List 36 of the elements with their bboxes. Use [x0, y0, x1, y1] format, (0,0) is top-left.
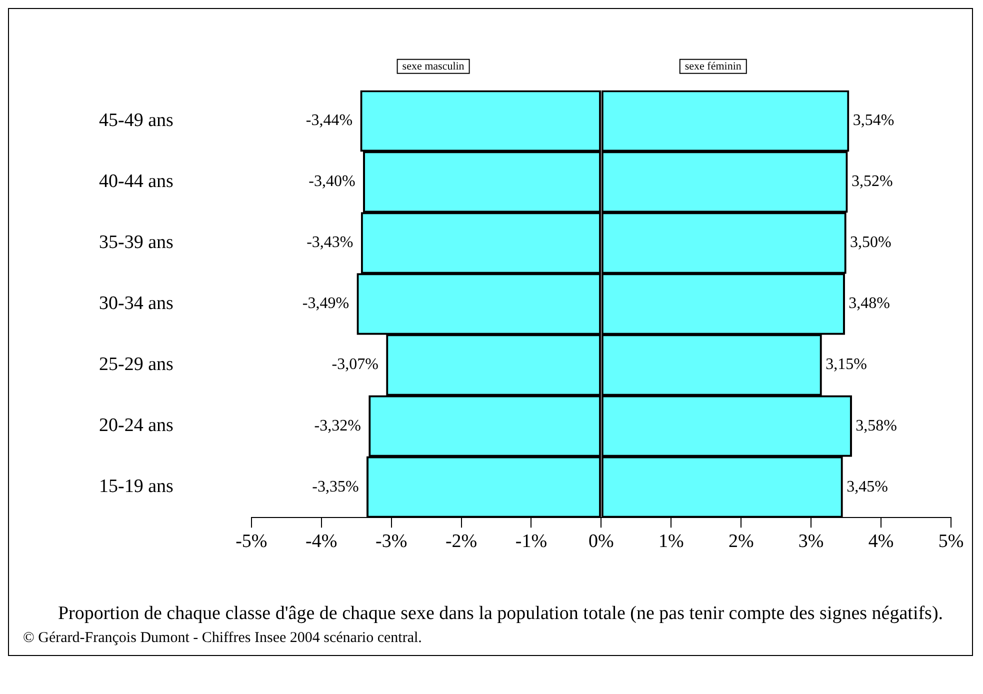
series-label: sexe masculin	[402, 60, 465, 72]
data-label: 3,15%	[826, 356, 867, 374]
x-axis-title: Proportion de chaque classe d'âge de chaque sexe dans la population totale (ne pas tenir compte des signes négatifs).	[56, 602, 944, 624]
series-label: sexe féminin	[684, 60, 742, 72]
x-tick-label: -3%	[375, 530, 408, 552]
x-tick-label: 5%	[938, 530, 964, 552]
x-tick-label: -2%	[445, 530, 478, 552]
data-label: -3,43%	[306, 234, 354, 252]
x-tick-label: -5%	[236, 530, 268, 552]
data-label: -3,35%	[312, 478, 359, 496]
data-label: -3,32%	[314, 417, 361, 434]
x-tick-label: 3%	[798, 530, 824, 552]
x-tick-label: 1%	[658, 530, 684, 552]
data-label: 3,58%	[856, 417, 897, 434]
data-label: -3,40%	[308, 173, 356, 190]
data-label: 3,50%	[850, 234, 892, 252]
data-label: 3,45%	[846, 478, 888, 496]
y-tick-label: 30-34 ans	[99, 292, 174, 314]
data-label: 3,54%	[852, 112, 894, 130]
y-tick-label: 15-19 ans	[99, 476, 174, 498]
x-tick-label: 4%	[868, 530, 894, 552]
x-tick-label: 2%	[728, 530, 754, 552]
y-tick-label: 45-49 ans	[99, 110, 174, 131]
y-tick-label: 40-44 ans	[99, 170, 174, 192]
y-tick-label: 25-29 ans	[99, 354, 174, 376]
y-tick-label: 20-24 ans	[99, 415, 174, 436]
data-label: -3,07%	[332, 356, 378, 374]
x-tick-label: 0%	[588, 530, 614, 552]
text: © Gérard-François Dumont - Chiffres Insee 2004 scénario central.	[22, 629, 423, 648]
data-label: 3,48%	[848, 295, 890, 312]
x-tick-label: -4%	[306, 530, 338, 552]
y-tick-label: 35-39 ans	[99, 232, 174, 253]
data-label: -3,44%	[306, 112, 353, 130]
data-label: 3,52%	[851, 173, 893, 190]
data-label: -3,49%	[302, 295, 350, 312]
x-tick-label: -1%	[515, 530, 548, 552]
